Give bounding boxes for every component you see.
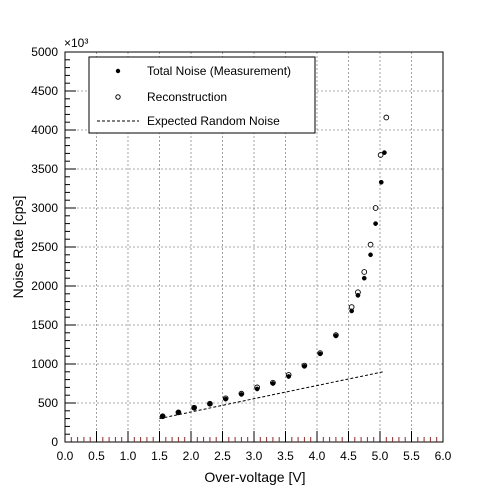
y-tick-label: 5000 — [31, 45, 58, 59]
y-tick-label: 4500 — [31, 84, 58, 98]
point-measurement — [349, 308, 354, 314]
y-tick-label: 2000 — [31, 279, 58, 293]
y-tick-label: 2500 — [31, 240, 58, 254]
point-reconstruction — [348, 304, 355, 310]
y-tick-label: 0 — [51, 435, 58, 449]
point-reconstruction — [191, 404, 198, 411]
x-tick-label: 3.0 — [246, 449, 263, 463]
legend-label-random-noise: Expected Random Noise — [147, 114, 280, 128]
point-reconstruction — [355, 289, 361, 296]
x-tick-label: 5.0 — [372, 449, 389, 463]
x-tick-label: 6.0 — [435, 449, 452, 463]
point-reconstruction — [207, 400, 213, 407]
legend: Total Noise (Measurement) Reconstruction… — [88, 56, 316, 134]
point-measurement — [378, 179, 384, 185]
point-reconstruction — [317, 350, 324, 356]
x-axis-label: Over-voltage [V] — [204, 469, 305, 485]
point-reconstruction — [367, 241, 374, 248]
y-tick-label: 1500 — [31, 318, 58, 332]
y-tick-label: 3500 — [31, 162, 58, 176]
y-axis-ticks: 0 500 1000 1500 2000 2500 3000 3500 4000 4500 5000 — [31, 45, 76, 449]
point-reconstruction — [159, 413, 166, 420]
legend-label-measurement: Total Noise (Measurement) — [147, 64, 291, 78]
legend-box — [88, 56, 316, 134]
point-measurement — [373, 221, 378, 226]
point-reconstruction — [254, 384, 261, 391]
point-reconstruction — [222, 395, 229, 402]
x-axis-ticks: 0.0 0.5 1.0 1.5 2.0 2.5 3.0 3.5 4.0 4.5 5.0 5.5 6.0 — [57, 431, 452, 463]
point-reconstruction — [238, 390, 245, 397]
point-reconstruction — [361, 269, 368, 275]
y-tick-label: 3000 — [31, 201, 58, 215]
x-tick-label: 0.0 — [57, 449, 74, 463]
legend-marker-reconstruction — [115, 94, 121, 100]
legend-marker-measurement — [115, 68, 121, 74]
y-tick-label: 4000 — [31, 123, 58, 137]
x-tick-label: 3.5 — [277, 449, 294, 463]
y-axis-label: Noise Rate [cps] — [10, 196, 26, 299]
y-tick-label: 500 — [38, 396, 58, 410]
x-tick-label: 4.0 — [309, 449, 326, 463]
y-tick-label: 1000 — [31, 357, 58, 371]
x-tick-label: 4.5 — [340, 449, 357, 463]
series-line-random-noise — [159, 371, 384, 420]
x-tick-label: 1.5 — [151, 449, 168, 463]
point-reconstruction — [377, 152, 384, 158]
x-tick-label: 0.5 — [88, 449, 105, 463]
point-measurement — [361, 275, 367, 281]
legend-label-reconstruction: Reconstruction — [147, 90, 227, 104]
point-reconstruction — [175, 409, 182, 416]
point-reconstruction — [333, 332, 339, 338]
point-reconstruction — [301, 362, 308, 369]
x-tick-label: 5.5 — [403, 449, 420, 463]
point-reconstruction — [285, 372, 292, 378]
point-reconstruction — [383, 114, 390, 121]
point-measurement — [368, 252, 373, 258]
point-reconstruction — [270, 379, 276, 386]
x-tick-label: 2.5 — [214, 449, 231, 463]
y-multiplier-label: ×10³ — [64, 36, 88, 50]
series-layer — [159, 114, 390, 420]
x-tick-label: 2.0 — [183, 449, 200, 463]
point-reconstruction — [372, 205, 379, 211]
x-tick-label: 1.0 — [120, 449, 137, 463]
point-measurement — [382, 150, 387, 155]
